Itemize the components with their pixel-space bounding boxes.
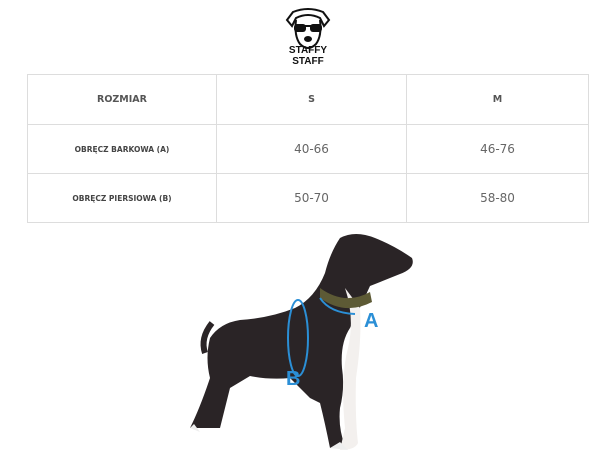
header-size: ROZMIAR: [27, 74, 217, 125]
table-row: OBRĘCZ PIERSIOWA (B) 50-70 58-80: [27, 173, 589, 223]
dog-measurement-image: [190, 234, 413, 450]
logo-dog-sunglasses-icon: [285, 8, 331, 49]
cell-s: 50-70: [216, 173, 407, 223]
brand-line-2: STAFF: [292, 56, 324, 67]
size-table: ROZMIAR S M OBRĘCZ BARKOWA (A) 40-66 46-…: [27, 74, 589, 223]
cell-m: 46-76: [406, 124, 589, 174]
row-label: OBRĘCZ PIERSIOWA (B): [27, 173, 217, 223]
header-m: M: [406, 74, 589, 125]
cell-s: 40-66: [216, 124, 407, 174]
measurement-label-a: A: [364, 310, 379, 332]
brand-line-1: STAFFY: [288, 45, 328, 56]
table-row: OBRĘCZ BARKOWA (A) 40-66 46-76: [27, 124, 589, 174]
cell-m: 58-80: [406, 173, 589, 223]
row-label: OBRĘCZ BARKOWA (A): [27, 124, 217, 174]
header-s: S: [216, 74, 407, 125]
table-header-row: ROZMIAR S M: [27, 74, 589, 125]
measurement-label-b: B: [286, 368, 301, 390]
